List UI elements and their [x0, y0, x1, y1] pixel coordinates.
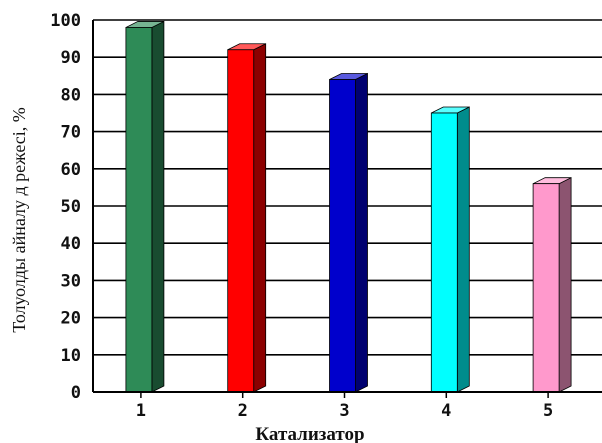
x-tick-label: 5 [543, 401, 553, 421]
y-tick-label: 0 [71, 383, 81, 403]
x-tick-label: 3 [339, 401, 349, 421]
bar-1 [125, 20, 165, 393]
x-tick-label: 4 [441, 401, 451, 421]
bar-3 [329, 72, 368, 393]
y-tick-label: 60 [61, 160, 81, 180]
bar-front [329, 79, 356, 393]
bar-side [151, 20, 165, 393]
x-tick-label: 1 [136, 401, 146, 421]
x-tick-label: 2 [238, 401, 248, 421]
bar-4 [430, 106, 470, 393]
y-tick-label: 90 [61, 48, 81, 68]
y-axis-label: Толуолды айналу д режесі, % [9, 107, 29, 333]
y-tick-label: 100 [50, 11, 81, 31]
bars [125, 20, 572, 393]
bar-side [456, 106, 470, 393]
y-tick-label: 10 [61, 346, 81, 366]
bar-side [355, 72, 368, 393]
bar-side [558, 177, 572, 393]
bar-front [227, 49, 255, 393]
bar-side [253, 43, 267, 393]
y-tick-label: 70 [61, 123, 81, 143]
y-tick-labels: 0 10 20 30 40 50 60 70 80 90 100 [50, 11, 81, 403]
y-tick-label: 80 [61, 85, 81, 105]
bar-front [125, 27, 153, 393]
y-tick-label: 30 [61, 271, 81, 291]
y-tick-label: 40 [61, 234, 81, 254]
bar-2 [227, 43, 267, 393]
bar-front [430, 112, 458, 393]
x-axis-label: Катализатор [255, 424, 364, 443]
bar-front [532, 183, 560, 393]
y-tick-label: 50 [61, 197, 81, 217]
x-tick-labels: 1 2 3 4 5 [136, 392, 553, 421]
y-tick-label: 20 [61, 309, 81, 329]
bar-5 [532, 177, 572, 393]
